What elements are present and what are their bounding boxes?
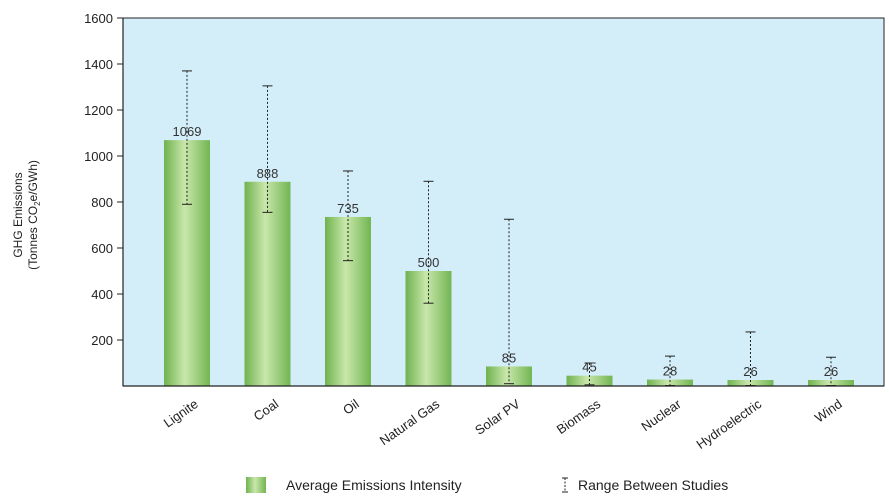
- y-tick-label: 1600: [84, 11, 113, 26]
- y-tick-label: 200: [91, 333, 113, 348]
- legend-range-icon: [562, 477, 568, 493]
- range-whisker: [182, 70, 192, 205]
- data-label: 45: [582, 360, 596, 375]
- y-tick-label: 1000: [84, 149, 113, 164]
- y-tick-label: 800: [91, 195, 113, 210]
- data-label: 735: [337, 201, 359, 216]
- category-label: Wind: [812, 396, 845, 425]
- data-label: 26: [743, 364, 757, 379]
- y-tick-label: 1200: [84, 103, 113, 118]
- data-label: 500: [418, 255, 440, 270]
- range-whisker: [423, 180, 434, 304]
- category-label: Hydroelectric: [693, 396, 764, 452]
- y-axis-title-line1: GHG Emissions: [11, 172, 25, 257]
- legend-bar-swatch: [246, 477, 266, 493]
- category-label: Biomass: [554, 396, 604, 437]
- y-axis-title: GHG Emissions (Tonnes CO2e/GWh): [11, 160, 42, 270]
- category-label: Natural Gas: [377, 396, 443, 448]
- y-axis-ticks: 200 400 600 800 1000 1200 1400 1600: [84, 11, 123, 348]
- range-whisker: [343, 170, 353, 262]
- range-whisker: [584, 362, 595, 386]
- bar: [405, 271, 452, 386]
- plot-area: [122, 17, 885, 387]
- legend-bar-label: Average Emissions Intensity: [286, 477, 462, 493]
- data-label: 85: [502, 350, 516, 365]
- category-label: Lignite: [161, 396, 201, 430]
- range-whisker: [262, 85, 273, 213]
- y-tick-label: 600: [91, 241, 113, 256]
- category-label: Nuclear: [638, 396, 684, 434]
- legend-range-label: Range Between Studies: [578, 477, 728, 493]
- bar: [244, 181, 291, 386]
- data-label: 28: [663, 364, 677, 379]
- data-label: 888: [257, 166, 279, 181]
- y-tick-label: 400: [91, 287, 113, 302]
- plot-background: [122, 17, 885, 387]
- legend: Average Emissions Intensity Range Betwee…: [246, 477, 728, 493]
- category-label: Coal: [251, 396, 282, 424]
- category-label: Oil: [340, 396, 362, 417]
- bar: [164, 140, 210, 386]
- y-tick-label: 1400: [84, 57, 113, 72]
- data-labels: 1069 888 735 500 85 45 28 26 26: [173, 124, 839, 379]
- range-whisker: [504, 218, 514, 385]
- bar: [647, 379, 693, 386]
- category-labels: Lignite Coal Oil Natural Gas Solar PV Biomass…: [161, 396, 845, 452]
- y-axis-title-line2: (Tonnes CO2e/GWh): [26, 160, 42, 270]
- bar: [727, 380, 774, 386]
- category-label: Solar PV: [472, 396, 523, 438]
- data-label: 26: [824, 364, 838, 379]
- data-label: 1069: [173, 124, 202, 139]
- bar: [325, 216, 371, 386]
